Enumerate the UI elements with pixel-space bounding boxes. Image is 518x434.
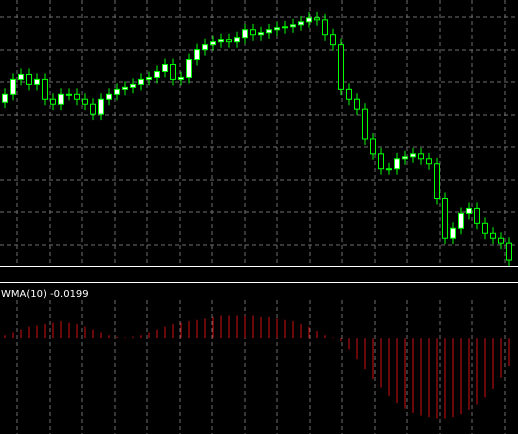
candle-body [74, 93, 80, 100]
candle-body [122, 86, 128, 90]
candle-body [34, 78, 40, 85]
candle-body [466, 207, 472, 214]
candle-body [2, 93, 8, 103]
candle-body [378, 153, 384, 170]
candle-body [362, 108, 368, 140]
candle-body [90, 103, 96, 115]
candle-body [226, 39, 232, 43]
candle-body [114, 88, 120, 95]
candle-body [298, 21, 304, 26]
candle-body [242, 29, 248, 39]
candle-body [10, 78, 16, 95]
candle-body [50, 98, 56, 105]
candle-body [98, 98, 104, 115]
candle-body [506, 242, 512, 261]
candle-body [210, 41, 216, 46]
candle-body [498, 237, 504, 244]
candle-body [354, 98, 360, 110]
candle-body [66, 93, 72, 96]
candle-body [474, 207, 480, 224]
candle-body [170, 64, 176, 80]
candle-body [490, 232, 496, 239]
candle-body [82, 98, 88, 105]
candle-body [458, 212, 464, 229]
candle-body [410, 153, 416, 158]
candle-body [482, 222, 488, 234]
candle-body [26, 73, 32, 85]
candle-body [426, 158, 432, 165]
candle-body [434, 163, 440, 200]
candle-body [402, 156, 408, 160]
indicator-label: WMA(10) -0.0199 [1, 289, 89, 300]
candle-body [282, 26, 288, 29]
candle-body [314, 17, 320, 21]
candle-body [130, 83, 136, 88]
candle-body [346, 88, 352, 100]
candle-body [338, 44, 344, 90]
candle-body [154, 70, 160, 78]
candle-body [290, 24, 296, 28]
candle-body [322, 19, 328, 36]
candle-body [186, 59, 192, 78]
candle-body [386, 168, 392, 171]
candle-body [194, 49, 200, 61]
candle-body [442, 198, 448, 239]
candle-body [162, 64, 168, 72]
candle-body [450, 227, 456, 239]
candle-body [18, 73, 24, 80]
candle-body [218, 39, 224, 43]
candle-body [178, 76, 184, 80]
candle-body [202, 44, 208, 51]
candle-body [234, 37, 240, 43]
candle-body [58, 93, 64, 105]
candle-body [330, 34, 336, 46]
candle-body [138, 78, 144, 85]
candle-body [258, 32, 264, 36]
candle-body [306, 17, 312, 23]
candle-body [146, 76, 152, 80]
candle-body [370, 138, 376, 155]
candle-body [394, 158, 400, 170]
candle-body [106, 93, 112, 100]
candle-body [250, 29, 256, 36]
candle-body [274, 27, 280, 31]
candle-body [266, 29, 272, 34]
candle-body [418, 153, 424, 160]
candle-body [42, 78, 48, 100]
